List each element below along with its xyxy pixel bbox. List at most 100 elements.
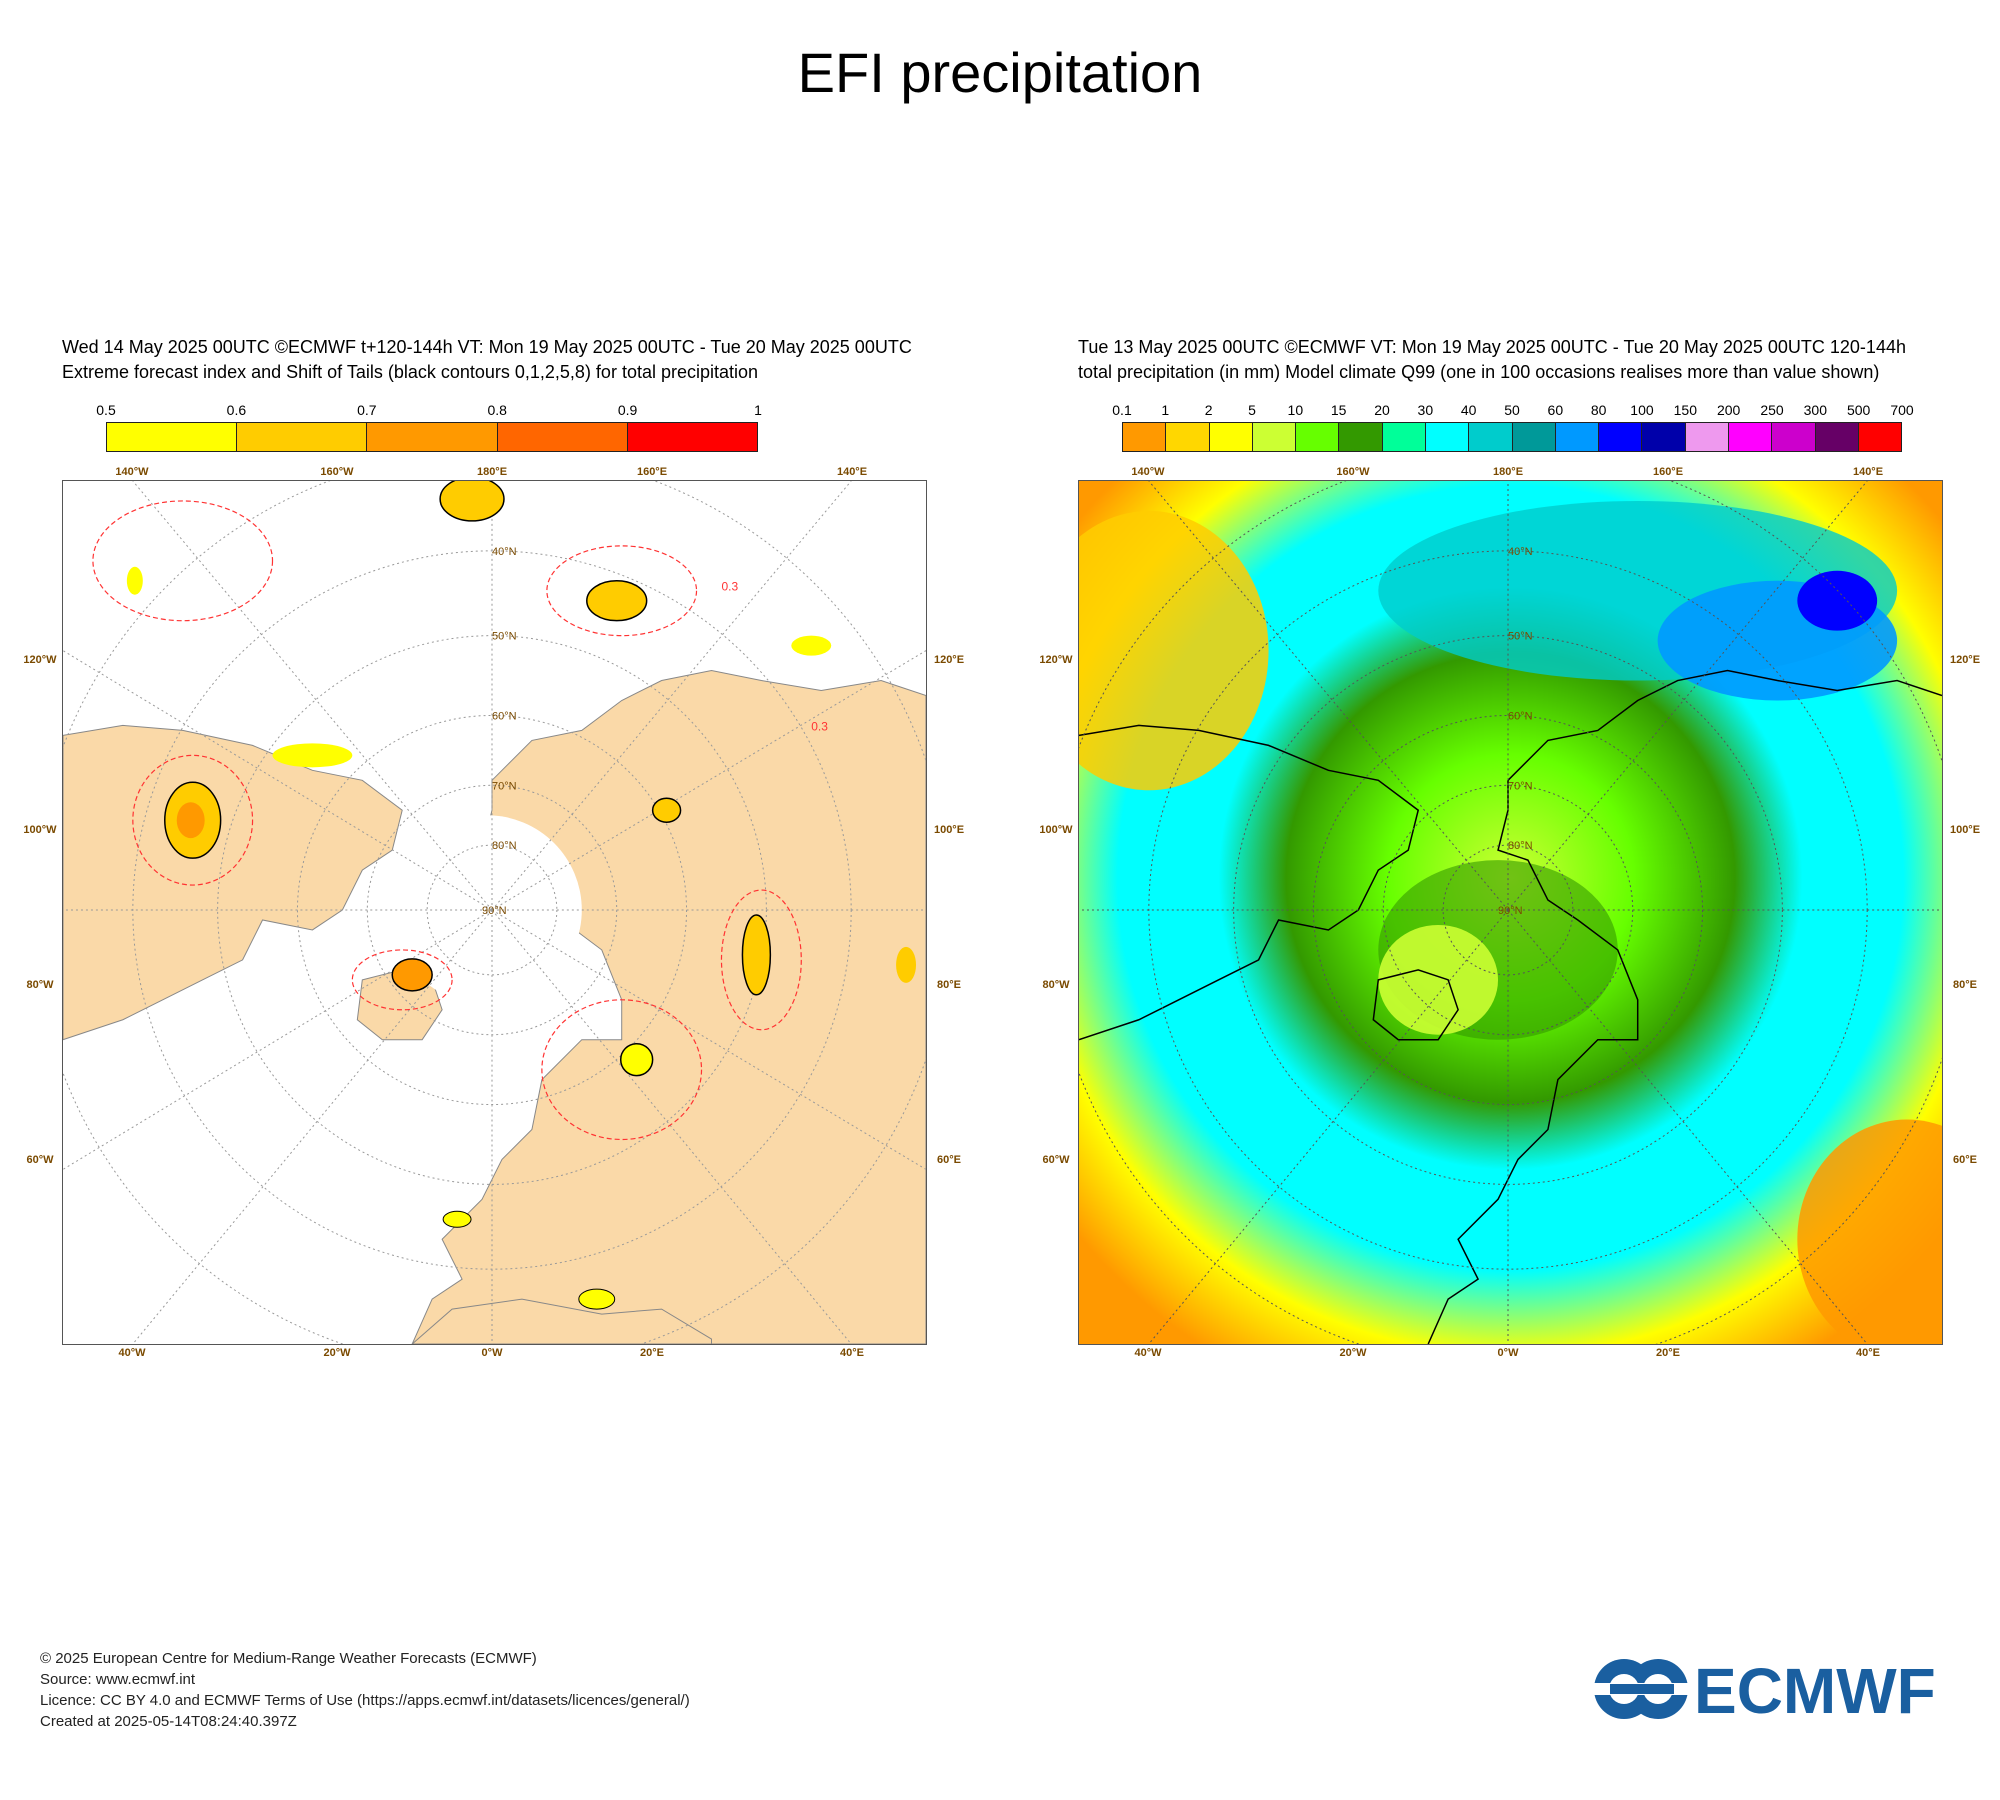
map-border-label: 120°W [1039, 654, 1073, 666]
precip-pacific-peak [1797, 570, 1878, 631]
precip-colorbar-ticks: 0.1 1 2 5 10 15 20 30 40 50 60 80 100 150 200 250 300 500… [1112, 402, 1913, 422]
colorbar-tick: 10 [1287, 402, 1304, 418]
colorbar-swatch [1296, 423, 1340, 451]
colorbar-swatch [1772, 423, 1816, 451]
efi-0.3-contours [92, 500, 802, 1141]
map-border-label: 40°E [840, 1347, 864, 1359]
map-border-label: 160°E [1652, 466, 1684, 478]
efi-header-line2: Extreme forecast index and Shift of Tail… [62, 362, 759, 382]
map-border-label: 80°E [1953, 979, 1977, 991]
colorbar-swatch [107, 423, 238, 451]
precip-map-canvas: 40°N50°N60°N70°N80°N30°N90°N [1079, 481, 1942, 1344]
footer-copyright: © 2025 European Centre for Medium-Range … [40, 1650, 537, 1667]
latitude-label: 40°N [492, 546, 517, 558]
efi-colorbar-ticks: 0.5 0.6 0.7 0.8 0.9 1 [96, 402, 762, 422]
colorbar-swatch [1166, 423, 1210, 451]
map-border-label: 20°E [1656, 1347, 1680, 1359]
map-border-label: 140°E [1852, 466, 1884, 478]
colorbar-tick: 200 [1716, 402, 1741, 418]
colorbar-swatch [1209, 423, 1253, 451]
logo-wordmark: ECMWF [1694, 1655, 1936, 1723]
efi-colorbar: 0.5 0.6 0.7 0.8 0.9 1 [96, 402, 762, 452]
map-border-label: 140°W [1131, 466, 1165, 478]
map-border-label: 120°W [23, 654, 57, 666]
map-border-label: 60°W [1042, 1154, 1070, 1166]
latitude-label: 80°N [492, 840, 517, 852]
precip-west-dry [1079, 510, 1269, 791]
map-border-label: 60°W [26, 1154, 54, 1166]
contour-label: 0.3 [721, 580, 738, 594]
colorbar-swatch [1642, 423, 1686, 451]
map-border-label: 40°W [1134, 1347, 1162, 1359]
latitude-label: 60°N [1508, 710, 1533, 722]
colorbar-swatch [1382, 423, 1426, 451]
colorbar-swatch [1469, 423, 1513, 451]
latitude-label: 50°N [1508, 631, 1533, 643]
colorbar-tick: 20 [1374, 402, 1390, 418]
map-border-label: 140°W [115, 466, 149, 478]
map-border-label: 60°E [1953, 1154, 1977, 1166]
ecmwf-logo: ECMWF [1590, 1655, 1970, 1727]
colorbar-swatch [1858, 423, 1902, 451]
precip-map: 40°N50°N60°N70°N80°N30°N90°N [1078, 480, 1943, 1345]
precip-colorbar-boxes [1122, 422, 1902, 452]
map-border-label: 80°W [1042, 979, 1070, 991]
map-border-label: 100°W [23, 824, 57, 836]
map-border-label: 120°E [1949, 654, 1981, 666]
colorbar-tick: 60 [1547, 402, 1564, 418]
colorbar-swatch [367, 423, 498, 451]
colorbar-tick: 700 [1890, 402, 1914, 418]
precip-colorbar: 0.1 1 2 5 10 15 20 30 40 50 60 80 100 150 200 250 300 500… [1112, 402, 1914, 452]
colorbar-tick: 5 [1248, 402, 1256, 418]
pole-label: 90°N [1498, 905, 1523, 917]
map-border-label: 40°W [118, 1347, 146, 1359]
colorbar-tick: 40 [1460, 402, 1477, 418]
map-border-label: 20°E [640, 1347, 664, 1359]
footer-source: Source: www.ecmwf.int [40, 1671, 196, 1688]
efi-patches [126, 481, 917, 1310]
colorbar-tick: 150 [1673, 402, 1698, 418]
colorbar-tick: 300 [1803, 402, 1828, 418]
latitude-label: 70°N [492, 780, 517, 792]
map-border-label: 80°W [26, 979, 54, 991]
efi-colorbar-boxes [106, 422, 758, 452]
contour-label: 0.3 [811, 719, 828, 733]
precip-header-line2: total precipitation (in mm) Model climat… [1078, 362, 1880, 382]
colorbar-swatch [1555, 423, 1600, 451]
colorbar-tick: 80 [1590, 402, 1607, 418]
precip-header-line1: Tue 13 May 2025 00UTC ©ECMWF VT: Mon 19 … [1078, 337, 1906, 357]
colorbar-swatch [497, 423, 628, 451]
latitude-label: 70°N [1508, 780, 1533, 792]
colorbar-tick: 500 [1846, 402, 1871, 418]
map-border-label: 100°W [1039, 824, 1073, 836]
colorbar-tick: 30 [1417, 402, 1434, 418]
colorbar-tick: 50 [1504, 402, 1520, 418]
precip-southeast-dry [1797, 1119, 1942, 1344]
colorbar-swatch [1815, 423, 1859, 451]
colorbar-swatch [1685, 423, 1729, 451]
colorbar-tick: 250 [1760, 402, 1784, 418]
colorbar-swatch [1123, 423, 1167, 451]
colorbar-swatch [1252, 423, 1297, 451]
colorbar-swatch [1425, 423, 1470, 451]
map-border-label: 0°W [1497, 1347, 1519, 1359]
latitude-label: 40°N [1508, 546, 1533, 558]
map-border-label: 100°E [933, 824, 965, 836]
map-border-label: 60°E [937, 1154, 961, 1166]
latitude-label: 60°N [492, 710, 517, 722]
colorbar-swatch [627, 423, 758, 451]
colorbar-swatch [237, 423, 368, 451]
map-border-label: 180°E [1492, 466, 1524, 478]
colorbar-tick: 0.9 [617, 402, 638, 418]
colorbar-tick: 0.1 [1112, 402, 1132, 418]
colorbar-tick: 0.8 [487, 402, 507, 418]
north-america-land [63, 724, 403, 1041]
colorbar-swatch [1599, 423, 1643, 451]
footer-licence: Licence: CC BY 4.0 and ECMWF Terms of Us… [40, 1692, 690, 1709]
map-border-label: 20°W [323, 1347, 351, 1359]
map-border-label: 40°E [1856, 1347, 1880, 1359]
colorbar-tick: 0.6 [226, 402, 247, 418]
page-title: EFI precipitation [797, 41, 1203, 104]
map-border-label: 80°E [937, 979, 961, 991]
efi-map: 0.3 0.3 40°N50°N60°N70°N80°N30°N90°N [62, 480, 927, 1345]
